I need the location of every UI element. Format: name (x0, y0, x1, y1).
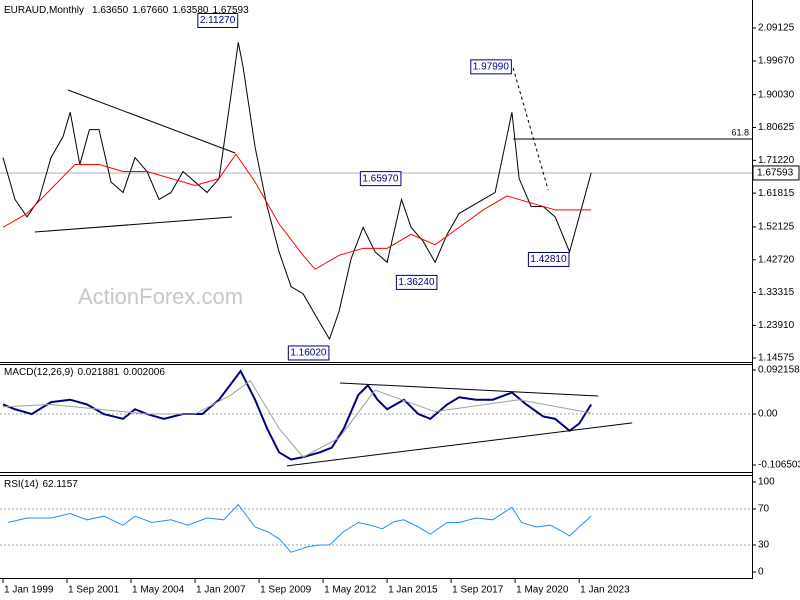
y-tick-label: -0.106503 (758, 460, 800, 471)
series-line (2, 369, 593, 461)
x-tick-label: 1 May 2012 (324, 585, 377, 596)
annotation-label: 1.97990 (473, 61, 510, 72)
indicator-value: 0.021881 (77, 367, 119, 378)
annotation: 1.16020 (287, 345, 330, 361)
ohlc-value: 1.67660 (132, 5, 169, 16)
y-tick-label: 1.71220 (758, 155, 795, 166)
trendline (340, 382, 599, 397)
y-tick-label: 0 (758, 567, 764, 578)
y-tick-label: 1.90030 (758, 89, 795, 100)
annotation-label: 1.42810 (530, 254, 567, 265)
y-tick-label: 1.61815 (758, 188, 795, 199)
annotation: 1.36240 (395, 274, 438, 290)
annotation: 1.65970 (359, 171, 402, 187)
annotation-box (359, 171, 402, 187)
fib-label: 61.8 (731, 127, 749, 137)
y-tick-label: 1.80625 (758, 122, 795, 133)
x-tick-label: 1 Jan 2007 (196, 585, 246, 596)
annotation-box (287, 345, 330, 361)
annotation-box (395, 274, 438, 290)
x-tick-label: 1 Sep 2017 (452, 585, 504, 596)
annotation-box (470, 59, 512, 75)
y-tick-label: 0.00 (758, 409, 778, 420)
y-tick-label: 0.092158 (758, 365, 800, 376)
y-tick-label: 2.09125 (758, 23, 795, 34)
indicator-value: 0.002006 (123, 367, 165, 378)
x-tick-label: 1 May 2004 (132, 585, 185, 596)
trendline (34, 216, 233, 233)
y-tick-label: 1.42720 (758, 254, 795, 265)
series-line (2, 153, 592, 270)
x-tick-label: 1 Jan 2015 (388, 585, 438, 596)
watermark: ActionForex.com (78, 284, 243, 309)
y-tick-label: 1.33315 (758, 287, 795, 298)
annotation-label: 1.36240 (398, 277, 435, 288)
annotation-box (527, 251, 570, 267)
annotation: 1.97990 (470, 59, 512, 75)
x-tick-label: 1 Sep 2001 (68, 585, 120, 596)
series-line (7, 503, 592, 553)
annotation-box (197, 12, 239, 28)
annotation: 1.42810 (527, 251, 570, 267)
annotation-label: 1.65970 (362, 173, 399, 184)
y-tick-label: 100 (758, 477, 775, 488)
panel-title: RSI(14) (4, 479, 38, 490)
last-price-label: 1.67593 (757, 168, 794, 179)
y-tick-label: 70 (758, 504, 770, 515)
panel-header: MACD(12,26,9) 0.021881 0.002006 (4, 367, 165, 378)
indicator-value: 62.1157 (42, 479, 78, 490)
y-tick-label: 1.23910 (758, 320, 795, 331)
last-price-box (752, 165, 800, 181)
x-tick-label: 1 May 2020 (516, 585, 569, 596)
trendline (286, 422, 633, 467)
y-tick-label: 1.99670 (758, 56, 795, 67)
ohlc-value: 1.63650 (92, 5, 129, 16)
panel-header: EURAUD,Monthly 1.63650 1.67660 1.63580 1.675… (4, 5, 249, 16)
panel-header: RSI(14) 62.1157 (4, 479, 78, 490)
annotation-label: 1.16020 (290, 348, 327, 359)
y-tick-label: 1.52125 (758, 222, 795, 233)
x-tick-label: 1 Jan 2023 (580, 585, 630, 596)
trendline (67, 89, 236, 154)
ohlc-value: 1.63580 (172, 5, 209, 16)
panel-title: MACD(12,26,9) (4, 367, 73, 378)
annotation: 2.11270 (197, 12, 239, 28)
annotation-label: 2.11270 (200, 15, 236, 26)
x-tick-label: 1 Sep 2009 (260, 585, 312, 596)
x-tick-label: 1 Jan 1999 (4, 585, 54, 596)
y-tick-label: 1.14575 (758, 353, 795, 364)
ohlc-value: 1.67593 (213, 5, 250, 16)
series-line (2, 379, 592, 458)
panel-title: EURAUD,Monthly (4, 5, 84, 16)
series-line (2, 42, 592, 341)
y-tick-label: 30 (758, 540, 770, 551)
